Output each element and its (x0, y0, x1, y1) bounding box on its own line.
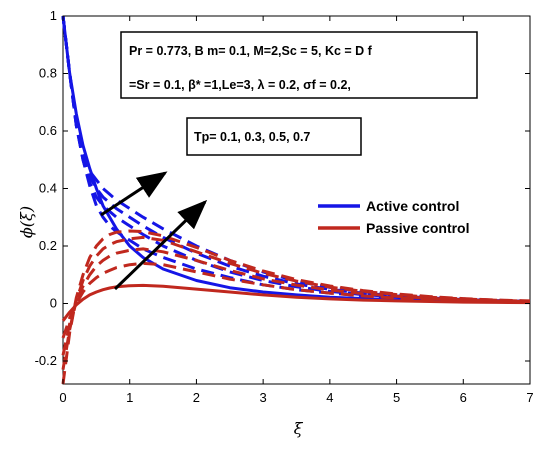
active-series-line-3 (61, 15, 531, 303)
parameters-line-2: =Sr = 0.1, β* =1,Le=3, λ = 0.2, σf = 0.2… (129, 78, 351, 92)
y-ticks: -0.2 0 0.2 0.4 0.6 0.8 1 (35, 8, 530, 368)
x-tick-label: 1 (126, 390, 133, 405)
x-tick-label: 7 (526, 390, 533, 405)
y-axis-label: ϕ(ξ) (17, 206, 36, 238)
passive-series-line-6 (61, 261, 531, 339)
x-tick-label: 6 (460, 390, 467, 405)
parameters-box: Pr = 0.773, B m= 0.1, M=2,Sc = 5, Kc = D… (120, 31, 478, 99)
y-tick-label: 1 (50, 8, 57, 23)
series-layer (61, 15, 531, 385)
x-tick-label: 2 (193, 390, 200, 405)
y-tick-label: -0.2 (35, 353, 57, 368)
y-tick-label: 0.8 (39, 66, 57, 81)
passive-series-line-5 (61, 283, 531, 322)
x-tick-label: 4 (326, 390, 333, 405)
legend: Active control Passive control (318, 198, 470, 236)
passive-trend-arrow (113, 199, 208, 291)
y-tick-label: 0 (50, 296, 57, 311)
passive-series-line-9 (61, 229, 531, 385)
x-tick-label: 3 (260, 390, 267, 405)
x-tick-label: 5 (393, 390, 400, 405)
y-tick-label: 0.2 (39, 238, 57, 253)
x-tick-label: 0 (59, 390, 66, 405)
tp-arrows (100, 171, 208, 291)
x-axis-label: ξ (294, 419, 304, 438)
y-tick-label: 0.6 (39, 123, 57, 138)
legend-label-active: Active control (366, 198, 459, 214)
legend-label-passive: Passive control (366, 220, 470, 236)
parameters-line-1: Pr = 0.773, B m= 0.1, M=2,Sc = 5, Kc = D… (129, 44, 373, 58)
tp-values-label: Tp= 0.1, 0.3, 0.5, 0.7 (194, 130, 310, 144)
passive-series-line-7 (61, 247, 531, 356)
tp-box: Tp= 0.1, 0.3, 0.5, 0.7 (186, 117, 362, 156)
x-ticks: 0 1 2 3 4 5 6 7 (59, 16, 534, 405)
active-trend-arrow (100, 171, 168, 217)
y-tick-label: 0.4 (39, 181, 57, 196)
